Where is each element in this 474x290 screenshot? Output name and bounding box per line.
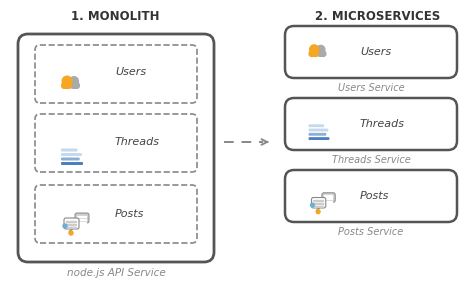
- Bar: [313, 200, 323, 201]
- Bar: [324, 195, 332, 197]
- Bar: [324, 198, 332, 200]
- Circle shape: [310, 203, 314, 207]
- Polygon shape: [316, 208, 320, 211]
- Bar: [66, 220, 76, 222]
- FancyBboxPatch shape: [285, 98, 457, 150]
- FancyBboxPatch shape: [35, 45, 197, 103]
- FancyBboxPatch shape: [64, 218, 79, 229]
- FancyBboxPatch shape: [35, 185, 197, 243]
- FancyBboxPatch shape: [317, 50, 327, 57]
- FancyBboxPatch shape: [309, 137, 329, 140]
- Text: Threads: Threads: [360, 119, 405, 129]
- Text: Users: Users: [360, 47, 391, 57]
- Text: node.js API Service: node.js API Service: [67, 268, 165, 278]
- Text: Users: Users: [115, 67, 146, 77]
- FancyBboxPatch shape: [75, 213, 89, 223]
- Bar: [324, 201, 332, 202]
- FancyBboxPatch shape: [61, 153, 82, 156]
- FancyBboxPatch shape: [309, 50, 319, 57]
- FancyBboxPatch shape: [61, 148, 78, 151]
- Bar: [77, 222, 86, 223]
- Bar: [77, 218, 86, 220]
- Bar: [77, 215, 86, 217]
- Circle shape: [69, 231, 73, 235]
- FancyBboxPatch shape: [309, 128, 328, 131]
- Circle shape: [69, 76, 79, 86]
- Bar: [66, 224, 76, 225]
- Bar: [313, 203, 323, 204]
- FancyBboxPatch shape: [285, 26, 457, 78]
- FancyBboxPatch shape: [61, 82, 72, 89]
- FancyBboxPatch shape: [322, 193, 335, 202]
- Circle shape: [62, 75, 73, 86]
- FancyBboxPatch shape: [61, 157, 80, 160]
- Text: Users Service: Users Service: [337, 83, 404, 93]
- Circle shape: [309, 44, 319, 55]
- Bar: [66, 226, 76, 228]
- FancyBboxPatch shape: [70, 82, 80, 89]
- Text: Threads Service: Threads Service: [332, 155, 410, 165]
- Text: Posts: Posts: [360, 191, 389, 201]
- Circle shape: [316, 210, 320, 214]
- FancyBboxPatch shape: [61, 162, 83, 165]
- FancyBboxPatch shape: [311, 197, 326, 208]
- Text: Posts Service: Posts Service: [338, 227, 404, 237]
- FancyBboxPatch shape: [285, 170, 457, 222]
- Text: Threads: Threads: [115, 137, 160, 147]
- Polygon shape: [69, 229, 73, 232]
- FancyBboxPatch shape: [309, 133, 326, 136]
- Text: 1. MONOLITH: 1. MONOLITH: [71, 10, 159, 23]
- Circle shape: [63, 224, 67, 228]
- FancyBboxPatch shape: [35, 114, 197, 172]
- Circle shape: [316, 45, 326, 54]
- FancyBboxPatch shape: [309, 124, 324, 127]
- Text: 2. MICROSERVICES: 2. MICROSERVICES: [315, 10, 441, 23]
- Bar: [313, 206, 323, 207]
- Text: Posts: Posts: [115, 209, 145, 219]
- FancyBboxPatch shape: [18, 34, 214, 262]
